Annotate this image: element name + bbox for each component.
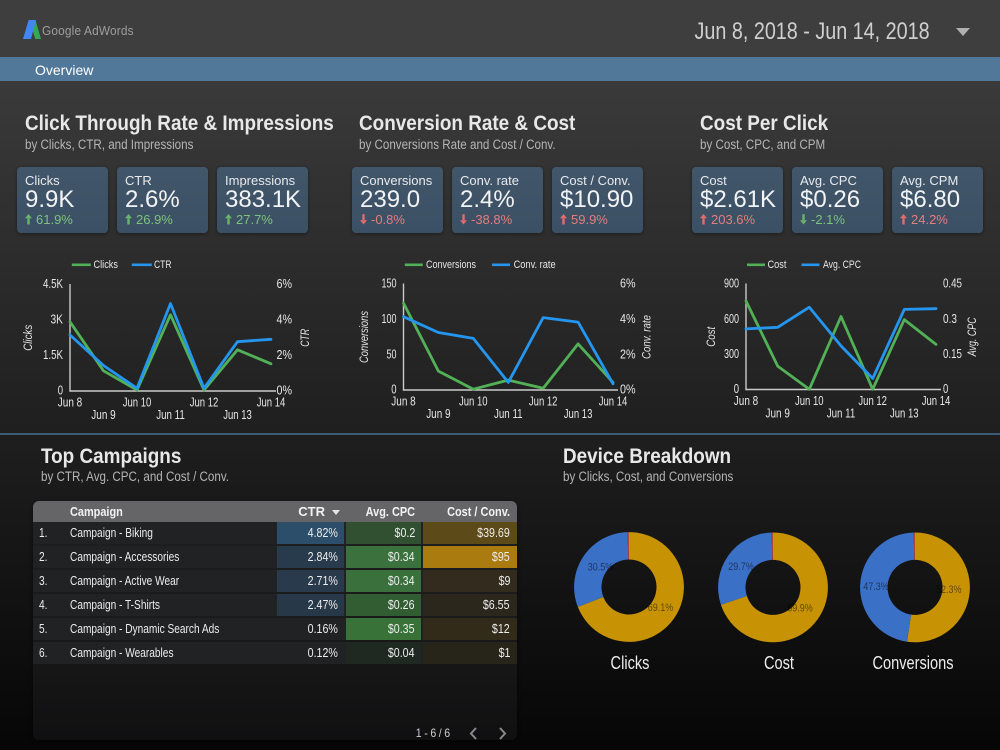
svg-text:0.45: 0.45 [943, 277, 962, 291]
svg-text:2%: 2% [620, 347, 636, 361]
svg-text:Jun 13: Jun 13 [223, 407, 252, 422]
svg-text:2%: 2% [277, 348, 293, 362]
svg-text:3K: 3K [51, 313, 64, 327]
svg-text:Jun 12: Jun 12 [190, 395, 219, 410]
svg-text:Jun 11: Jun 11 [494, 406, 523, 421]
svg-text:Conv. rate: Conv. rate [514, 259, 556, 271]
svg-text:4%: 4% [620, 312, 636, 326]
svg-text:Jun 8: Jun 8 [734, 393, 758, 408]
svg-text:Jun 8: Jun 8 [391, 394, 415, 409]
svg-text:Avg. CPC: Avg. CPC [965, 317, 979, 357]
svg-text:6%: 6% [277, 277, 293, 291]
svg-text:Jun 11: Jun 11 [827, 406, 856, 421]
svg-text:Jun 14: Jun 14 [922, 393, 951, 408]
svg-text:Jun 9: Jun 9 [91, 407, 115, 422]
svg-text:Jun 14: Jun 14 [257, 395, 286, 410]
svg-text:Jun 9: Jun 9 [766, 406, 790, 421]
svg-text:Avg. CPC: Avg. CPC [823, 259, 861, 271]
svg-text:150: 150 [382, 277, 397, 291]
svg-text:0: 0 [58, 384, 63, 398]
svg-text:0: 0 [734, 382, 739, 396]
svg-text:Jun 10: Jun 10 [795, 393, 824, 408]
svg-text:4.5K: 4.5K [43, 277, 64, 291]
svg-text:Jun 10: Jun 10 [459, 394, 488, 409]
svg-text:69.9%: 69.9% [787, 603, 813, 615]
svg-text:0: 0 [391, 383, 396, 397]
svg-text:Jun 13: Jun 13 [890, 406, 919, 421]
svg-text:0: 0 [943, 382, 948, 396]
svg-text:Conv. rate: Conv. rate [640, 315, 654, 359]
svg-text:0.3: 0.3 [943, 312, 957, 326]
svg-text:Clicks: Clicks [94, 259, 119, 271]
svg-text:4%: 4% [277, 313, 293, 327]
svg-text:6%: 6% [620, 277, 636, 291]
svg-text:30.5%: 30.5% [588, 562, 614, 574]
svg-text:CTR: CTR [298, 329, 312, 347]
svg-text:69.1%: 69.1% [648, 602, 674, 614]
svg-text:1.5K: 1.5K [43, 348, 64, 362]
svg-text:0%: 0% [620, 383, 636, 397]
svg-text:47.3%: 47.3% [863, 581, 889, 593]
svg-text:Cost: Cost [768, 259, 787, 271]
svg-text:Jun 12: Jun 12 [858, 393, 887, 408]
svg-text:600: 600 [724, 312, 739, 326]
svg-text:CTR: CTR [154, 259, 172, 271]
svg-text:Jun 13: Jun 13 [564, 406, 593, 421]
svg-text:Clicks: Clicks [21, 325, 35, 351]
svg-text:0%: 0% [277, 384, 293, 398]
svg-text:Jun 14: Jun 14 [599, 394, 628, 409]
svg-text:900: 900 [724, 277, 739, 291]
svg-text:Cost: Cost [704, 326, 718, 347]
svg-text:Jun 8: Jun 8 [58, 395, 82, 410]
svg-text:Conversions: Conversions [426, 259, 476, 271]
svg-text:50: 50 [387, 347, 397, 361]
svg-text:0.15: 0.15 [943, 347, 962, 361]
svg-text:29.7%: 29.7% [728, 561, 754, 573]
svg-text:Jun 11: Jun 11 [156, 407, 185, 422]
svg-text:100: 100 [382, 312, 397, 326]
svg-text:Jun 10: Jun 10 [123, 395, 152, 410]
svg-text:52.3%: 52.3% [936, 584, 962, 596]
svg-text:300: 300 [724, 347, 739, 361]
svg-text:Conversions: Conversions [357, 311, 371, 363]
svg-text:Jun 12: Jun 12 [529, 394, 558, 409]
svg-text:Jun 9: Jun 9 [426, 406, 450, 421]
